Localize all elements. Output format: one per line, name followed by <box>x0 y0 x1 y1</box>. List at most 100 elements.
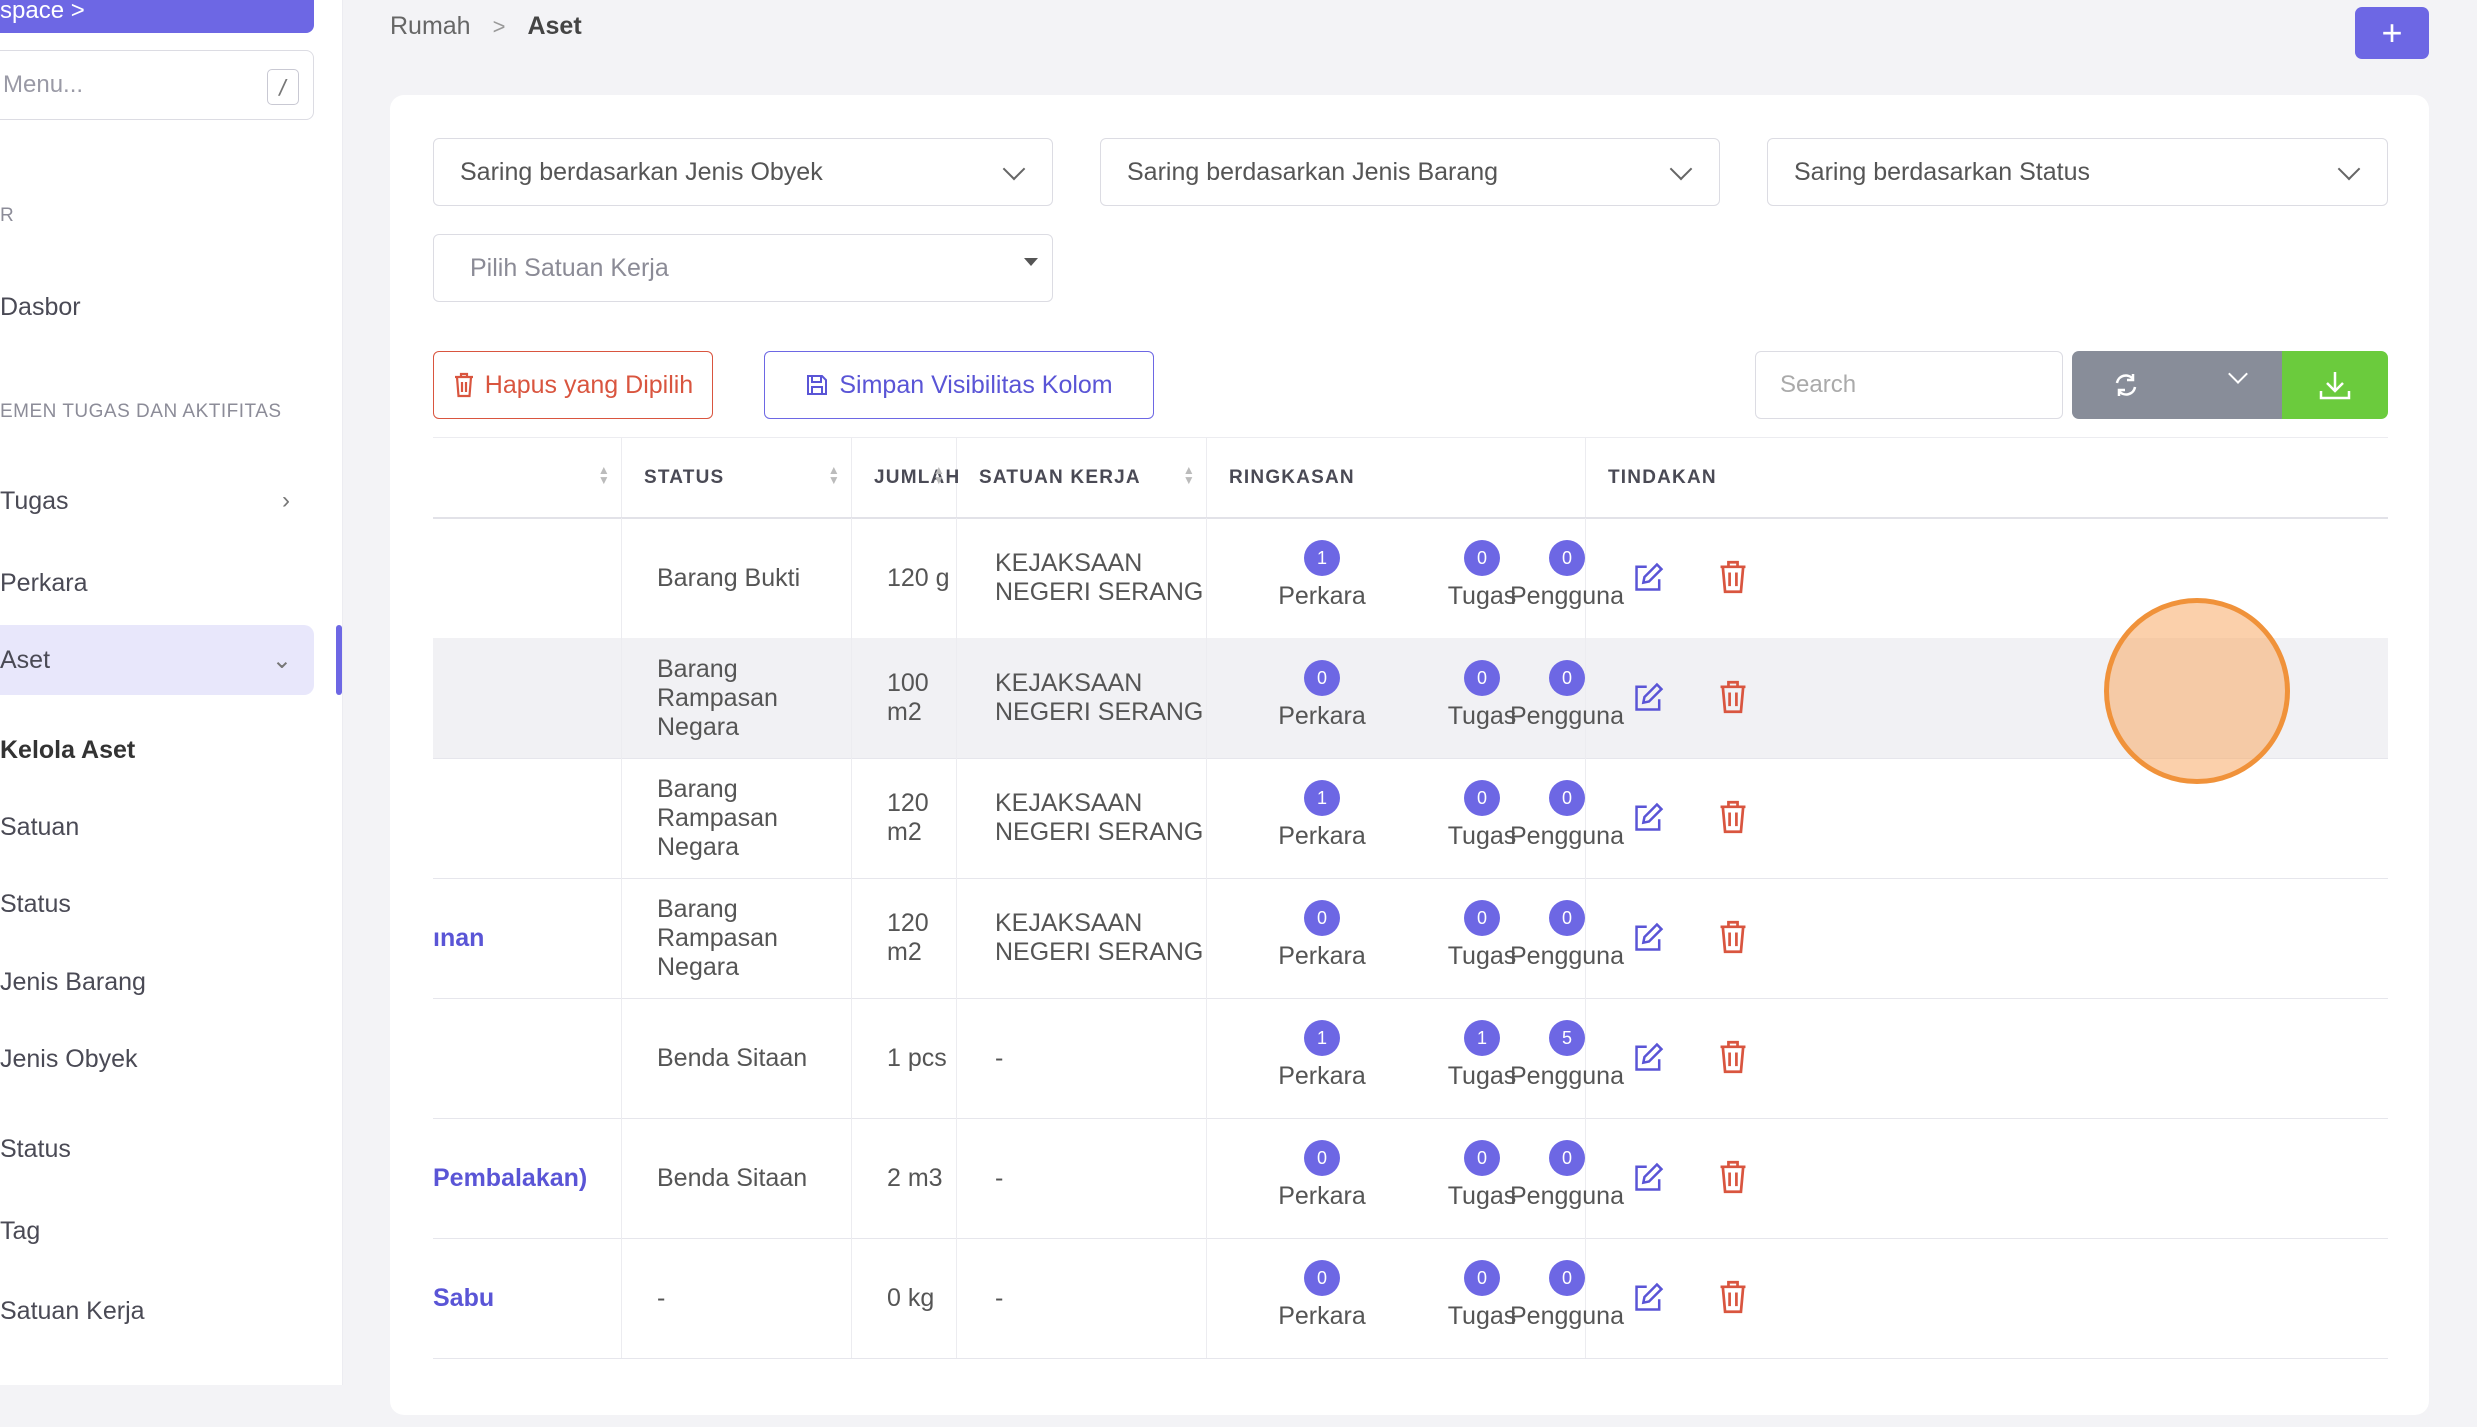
summary-cell: 1 Perkara 0 Tugas 0 Pengguna <box>1207 518 1624 638</box>
work-unit-select[interactable]: Pilih Satuan Kerja <box>433 234 1053 302</box>
summary-cases[interactable]: 1 Perkara <box>1267 540 1377 611</box>
asset-name-link[interactable] <box>433 638 622 758</box>
summary-users[interactable]: 0 Pengguna <box>1507 900 1627 971</box>
summary-label: Pengguna <box>1509 582 1624 610</box>
summary-label: Tugas <box>1447 1062 1517 1090</box>
actions-cell <box>1586 758 1746 878</box>
asset-name-link[interactable]: ınan <box>433 878 622 998</box>
trash-icon[interactable] <box>1716 560 1750 594</box>
asset-name-link[interactable] <box>433 998 622 1118</box>
download-icon <box>2319 372 2351 400</box>
filter-status-select[interactable]: Saring berdasarkan Status <box>1767 138 2388 206</box>
trash-icon[interactable] <box>1716 1040 1750 1074</box>
sort-icon: ▲ ▼ <box>932 463 946 487</box>
table-row[interactable]: Barang Bukti 120 g KEJAKSAAN NEGERI SERANG… <box>433 518 2388 639</box>
summary-users[interactable]: 0 Pengguna <box>1507 660 1627 731</box>
sort-icon: ▲ ▼ <box>597 463 611 487</box>
sidebar-item-dashboard[interactable]: Dasbor <box>0 272 312 342</box>
summary-tasks[interactable]: 0 Tugas <box>1432 540 1532 611</box>
add-asset-button[interactable]: + <box>2355 7 2429 59</box>
asset-name-link[interactable] <box>433 758 622 878</box>
summary-users[interactable]: 0 Pengguna <box>1507 1140 1627 1211</box>
save-column-visibility-button[interactable]: Simpan Visibilitas Kolom <box>764 351 1154 419</box>
column-header-quantity[interactable]: JUMLAH ▲ ▼ <box>852 438 959 517</box>
summary-users[interactable]: 0 Pengguna <box>1507 780 1627 851</box>
summary-cases[interactable]: 1 Perkara <box>1267 780 1377 851</box>
summary-tasks[interactable]: 0 Tugas <box>1432 780 1532 851</box>
sidebar-item-work-unit[interactable]: Satuan Kerja <box>0 1276 312 1346</box>
table-row[interactable]: Benda Sitaan 1 pcs - 1 Perkara 1 Tugas 5 Penggun… <box>433 998 2388 1119</box>
column-header-name[interactable]: ▲ ▼ <box>433 438 622 517</box>
chevron-down-icon <box>1002 157 1026 181</box>
sidebar-subitem-units[interactable]: Satuan <box>0 813 80 841</box>
summary-users[interactable]: 0 Pengguna <box>1507 1260 1627 1331</box>
menu-search-input[interactable]: Menu... / <box>0 50 314 120</box>
breadcrumb-current: Aset <box>527 12 582 40</box>
table-row[interactable]: ınan Barang Rampasan Negara 120 m2 KEJAKSAA… <box>433 878 2388 999</box>
edit-icon[interactable] <box>1632 800 1666 834</box>
column-header-status[interactable]: STATUS ▲ ▼ <box>622 438 852 517</box>
summary-cases[interactable]: 1 Perkara <box>1267 1020 1377 1091</box>
asset-name-link[interactable]: Pembalakan) <box>433 1118 622 1238</box>
download-button[interactable] <box>2282 351 2388 419</box>
refresh-button[interactable] <box>2072 351 2282 419</box>
summary-cell: 1 Perkara 1 Tugas 5 Pengguna <box>1207 998 1624 1118</box>
sidebar-subitem-status[interactable]: Status <box>0 890 71 918</box>
edit-icon[interactable] <box>1632 1040 1666 1074</box>
workspace-button[interactable]: space > <box>0 0 314 33</box>
summary-tasks[interactable]: 0 Tugas <box>1432 900 1532 971</box>
plus-icon: + <box>2381 12 2403 53</box>
breadcrumb-home[interactable]: Rumah <box>390 12 471 40</box>
count-badge: 1 <box>1464 1020 1500 1056</box>
sidebar-item-status[interactable]: Status <box>0 1114 312 1184</box>
summary-cases[interactable]: 0 Perkara <box>1267 1260 1377 1331</box>
summary-cases[interactable]: 0 Perkara <box>1267 1140 1377 1211</box>
edit-icon[interactable] <box>1632 560 1666 594</box>
table-row[interactable]: Barang Rampasan Negara 100 m2 KEJAKSAAN NE… <box>433 638 2388 759</box>
count-badge: 0 <box>1549 540 1585 576</box>
trash-icon[interactable] <box>1716 920 1750 954</box>
column-header-work-unit[interactable]: SATUAN KERJA ▲ ▼ <box>957 438 1207 517</box>
quantity-cell: 1 pcs <box>852 998 957 1118</box>
table-row[interactable]: Sabu -0 kg -0 Perkara 0 Tugas 0 Pengguna <box>433 1238 2388 1359</box>
chevron-down-icon[interactable] <box>2228 364 2248 384</box>
edit-icon[interactable] <box>1632 680 1666 714</box>
sidebar-item-tasks[interactable]: Tugas › <box>0 466 312 536</box>
sidebar-subitem-object-types[interactable]: Jenis Obyek <box>0 1045 138 1073</box>
sidebar-subitem-item-types[interactable]: Jenis Barang <box>0 968 146 996</box>
summary-label: Tugas <box>1447 1182 1517 1210</box>
asset-name-link[interactable]: Sabu <box>433 1238 622 1358</box>
summary-cases[interactable]: 0 Perkara <box>1267 660 1377 731</box>
edit-icon[interactable] <box>1632 920 1666 954</box>
sidebar-item-label: Satuan Kerja <box>0 1296 145 1325</box>
assets-table: ▲ ▼ STATUS ▲ ▼ JUMLAH ▲ ▼ SATUAN KERJA ▲ ▼ RING… <box>433 437 2388 1427</box>
sidebar-item-tag[interactable]: Tag <box>0 1196 312 1266</box>
table-row[interactable]: Pembalakan) Benda Sitaan 2 m3- 0 Perkara 0 Tug… <box>433 1118 2388 1239</box>
summary-tasks[interactable]: 0 Tugas <box>1432 1140 1532 1211</box>
edit-icon[interactable] <box>1632 1160 1666 1194</box>
trash-icon[interactable] <box>1716 1160 1750 1194</box>
sidebar-item-cases[interactable]: Perkara <box>0 548 312 618</box>
trash-icon[interactable] <box>1716 1280 1750 1314</box>
trash-icon[interactable] <box>1716 680 1750 714</box>
summary-tasks[interactable]: 0 Tugas <box>1432 660 1532 731</box>
sidebar-subitem-manage-assets[interactable]: Kelola Aset <box>0 736 136 764</box>
summary-label: Tugas <box>1447 942 1517 970</box>
sidebar-section-label: R <box>0 205 15 226</box>
asset-name-link[interactable] <box>433 518 622 638</box>
table-row[interactable]: Barang Rampasan Negara 120 m2 KEJAKSAAN NE… <box>433 758 2388 879</box>
summary-users[interactable]: 0 Pengguna <box>1507 540 1627 611</box>
edit-icon[interactable] <box>1632 1280 1666 1314</box>
summary-tasks[interactable]: 1 Tugas <box>1432 1020 1532 1091</box>
summary-users[interactable]: 5 Pengguna <box>1507 1020 1627 1091</box>
sidebar-item-assets[interactable]: Aset ⌄ <box>0 625 314 695</box>
summary-cases[interactable]: 0 Perkara <box>1267 900 1377 971</box>
delete-selected-button[interactable]: Hapus yang Dipilih <box>433 351 713 419</box>
count-badge: 0 <box>1549 660 1585 696</box>
filter-item-type-select[interactable]: Saring berdasarkan Jenis Barang <box>1100 138 1720 206</box>
filter-object-type-select[interactable]: Saring berdasarkan Jenis Obyek <box>433 138 1053 206</box>
trash-icon[interactable] <box>1716 800 1750 834</box>
table-search-input[interactable]: Search <box>1755 351 2063 419</box>
summary-tasks[interactable]: 0 Tugas <box>1432 1260 1532 1331</box>
select-value: Saring berdasarkan Jenis Obyek <box>460 157 823 186</box>
